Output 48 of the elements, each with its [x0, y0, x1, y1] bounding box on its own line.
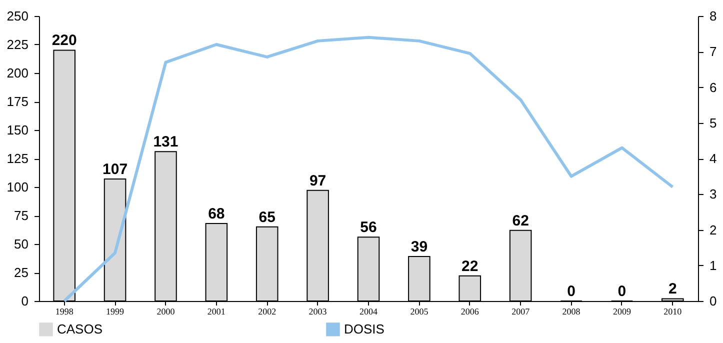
- x-tick-label: 2004: [360, 306, 378, 316]
- legend-label: DOSIS: [344, 321, 385, 336]
- x-tick-label: 2007: [512, 306, 530, 316]
- y-tick-label: 75: [14, 208, 28, 223]
- data-label: 97: [309, 172, 326, 190]
- x-tick-label: 2005: [410, 306, 429, 316]
- y-tick-label: 100: [6, 180, 28, 194]
- y-tick-label: 250: [6, 8, 28, 24]
- x-tick-label: 2010: [664, 306, 682, 316]
- y2-tick-label: 3: [710, 186, 717, 202]
- y-tick-label: 225: [6, 37, 28, 52]
- y2-tick-label: 2: [710, 222, 717, 238]
- y-tick-label: 25: [14, 265, 28, 280]
- x-tick-label: 2008: [562, 306, 581, 316]
- data-label: 65: [258, 208, 276, 226]
- data-label: 2: [668, 280, 677, 298]
- x-tick-label: 1999: [106, 306, 125, 316]
- x-tick-label: 1998: [55, 306, 74, 316]
- y-tick-label: 175: [6, 94, 28, 109]
- data-label: 220: [52, 32, 77, 50]
- x-tick-label: 2000: [156, 306, 176, 316]
- data-label: 0: [567, 283, 576, 300]
- y2-tick-label: 1: [710, 258, 717, 273]
- y-tick-label: 50: [14, 236, 28, 252]
- x-tick-label: 2006: [460, 306, 480, 316]
- x-tick-label: 2002: [258, 306, 276, 316]
- data-label: 56: [360, 219, 377, 236]
- legend-label: CASOS: [57, 321, 103, 336]
- y2-tick-label: 4: [710, 151, 717, 166]
- data-label: 39: [410, 238, 428, 256]
- y2-tick-label: 5: [710, 115, 717, 130]
- x-tick-label: 2009: [612, 306, 632, 316]
- x-tick-label: 2001: [207, 306, 226, 316]
- y-tick-label: 125: [6, 151, 28, 166]
- y2-tick-label: 6: [710, 80, 717, 95]
- data-label: 22: [462, 258, 478, 275]
- y2-tick-label: 7: [710, 44, 717, 60]
- data-label: 68: [208, 205, 225, 222]
- y2-tick-label: 8: [710, 8, 717, 24]
- data-label: 0: [618, 283, 626, 300]
- data-label: 62: [512, 212, 529, 230]
- x-tick-label: 2003: [308, 306, 328, 316]
- y2-tick-label: 0: [710, 294, 717, 308]
- data-label: 131: [153, 134, 178, 151]
- y-tick-label: 200: [6, 66, 28, 80]
- data-label: 107: [102, 161, 128, 178]
- y-tick-label: 0: [21, 294, 28, 308]
- y-tick-label: 150: [6, 122, 28, 138]
